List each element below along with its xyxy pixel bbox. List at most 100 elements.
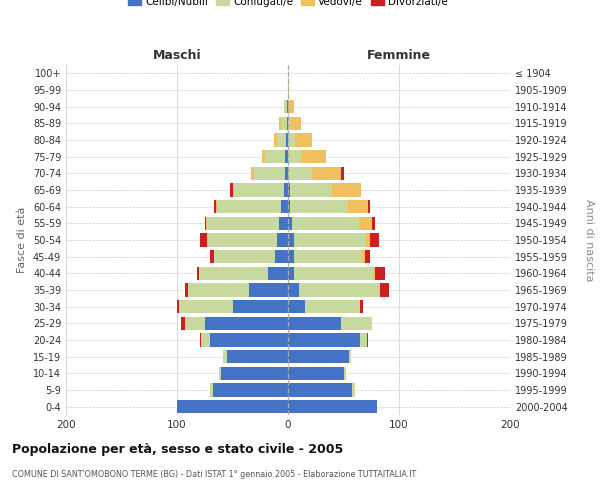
- Bar: [265, 150, 284, 164]
- Bar: [251, 166, 254, 180]
- Bar: [214, 250, 275, 264]
- Bar: [279, 116, 281, 130]
- Bar: [232, 184, 233, 196]
- Bar: [208, 234, 277, 246]
- Bar: [379, 284, 380, 296]
- Bar: [200, 234, 207, 246]
- Bar: [210, 250, 214, 264]
- Bar: [277, 134, 286, 146]
- Bar: [205, 216, 206, 230]
- Bar: [207, 234, 208, 246]
- Bar: [206, 216, 207, 230]
- Y-axis label: Fasce di età: Fasce di età: [17, 207, 27, 273]
- Bar: [293, 266, 373, 280]
- Bar: [299, 284, 379, 296]
- Bar: [212, 384, 288, 396]
- Bar: [217, 200, 281, 213]
- Bar: [301, 150, 326, 164]
- Bar: [288, 100, 293, 114]
- Bar: [366, 234, 370, 246]
- Legend: Celibi/Nubili, Coniugati/e, Vedovi/e, Divorziati/e: Celibi/Nubili, Coniugati/e, Vedovi/e, Di…: [124, 0, 452, 12]
- Bar: [288, 84, 289, 96]
- Bar: [290, 200, 348, 213]
- Bar: [313, 166, 341, 180]
- Bar: [374, 266, 385, 280]
- Bar: [288, 234, 293, 246]
- Bar: [288, 366, 343, 380]
- Bar: [288, 216, 292, 230]
- Bar: [185, 284, 188, 296]
- Bar: [360, 334, 367, 346]
- Bar: [365, 250, 370, 264]
- Bar: [352, 384, 355, 396]
- Bar: [214, 200, 216, 213]
- Bar: [293, 250, 362, 264]
- Bar: [219, 366, 221, 380]
- Bar: [277, 234, 288, 246]
- Bar: [200, 334, 202, 346]
- Bar: [288, 150, 301, 164]
- Bar: [284, 166, 288, 180]
- Bar: [199, 266, 268, 280]
- Bar: [286, 134, 288, 146]
- Bar: [293, 234, 366, 246]
- Bar: [188, 284, 249, 296]
- Bar: [197, 266, 199, 280]
- Bar: [373, 216, 374, 230]
- Bar: [292, 216, 359, 230]
- Bar: [368, 200, 370, 213]
- Bar: [177, 400, 288, 413]
- Bar: [290, 116, 301, 130]
- Text: Femmine: Femmine: [367, 48, 431, 62]
- Bar: [288, 250, 293, 264]
- Text: COMUNE DI SANT'OMOBONO TERME (BG) - Dati ISTAT 1° gennaio 2005 - Elaborazione TU: COMUNE DI SANT'OMOBONO TERME (BG) - Dati…: [12, 470, 416, 479]
- Bar: [223, 350, 227, 364]
- Bar: [343, 366, 346, 380]
- Bar: [177, 300, 179, 314]
- Bar: [233, 184, 284, 196]
- Bar: [288, 350, 349, 364]
- Bar: [290, 184, 332, 196]
- Bar: [233, 300, 288, 314]
- Bar: [268, 266, 288, 280]
- Bar: [287, 100, 288, 114]
- Y-axis label: Anni di nascita: Anni di nascita: [584, 198, 595, 281]
- Bar: [288, 384, 352, 396]
- Bar: [288, 284, 299, 296]
- Text: Maschi: Maschi: [152, 48, 202, 62]
- Bar: [281, 200, 288, 213]
- Bar: [230, 184, 233, 196]
- Bar: [288, 200, 290, 213]
- Bar: [279, 216, 288, 230]
- Bar: [341, 166, 343, 180]
- Bar: [288, 316, 341, 330]
- Bar: [370, 234, 379, 246]
- Bar: [284, 150, 288, 164]
- Bar: [205, 316, 288, 330]
- Bar: [207, 216, 279, 230]
- Bar: [288, 334, 360, 346]
- Bar: [359, 216, 373, 230]
- Bar: [373, 266, 374, 280]
- Bar: [348, 200, 368, 213]
- Text: Popolazione per età, sesso e stato civile - 2005: Popolazione per età, sesso e stato civil…: [12, 442, 343, 456]
- Bar: [349, 350, 351, 364]
- Bar: [367, 334, 368, 346]
- Bar: [332, 184, 361, 196]
- Bar: [284, 100, 287, 114]
- Bar: [281, 116, 287, 130]
- Bar: [341, 316, 373, 330]
- Bar: [360, 300, 364, 314]
- Bar: [288, 166, 313, 180]
- Bar: [179, 300, 233, 314]
- Bar: [284, 184, 288, 196]
- Bar: [288, 184, 290, 196]
- Bar: [288, 400, 377, 413]
- Bar: [227, 350, 288, 364]
- Bar: [362, 250, 365, 264]
- Bar: [262, 150, 265, 164]
- Bar: [295, 134, 313, 146]
- Bar: [275, 250, 288, 264]
- Bar: [305, 300, 360, 314]
- Bar: [249, 284, 288, 296]
